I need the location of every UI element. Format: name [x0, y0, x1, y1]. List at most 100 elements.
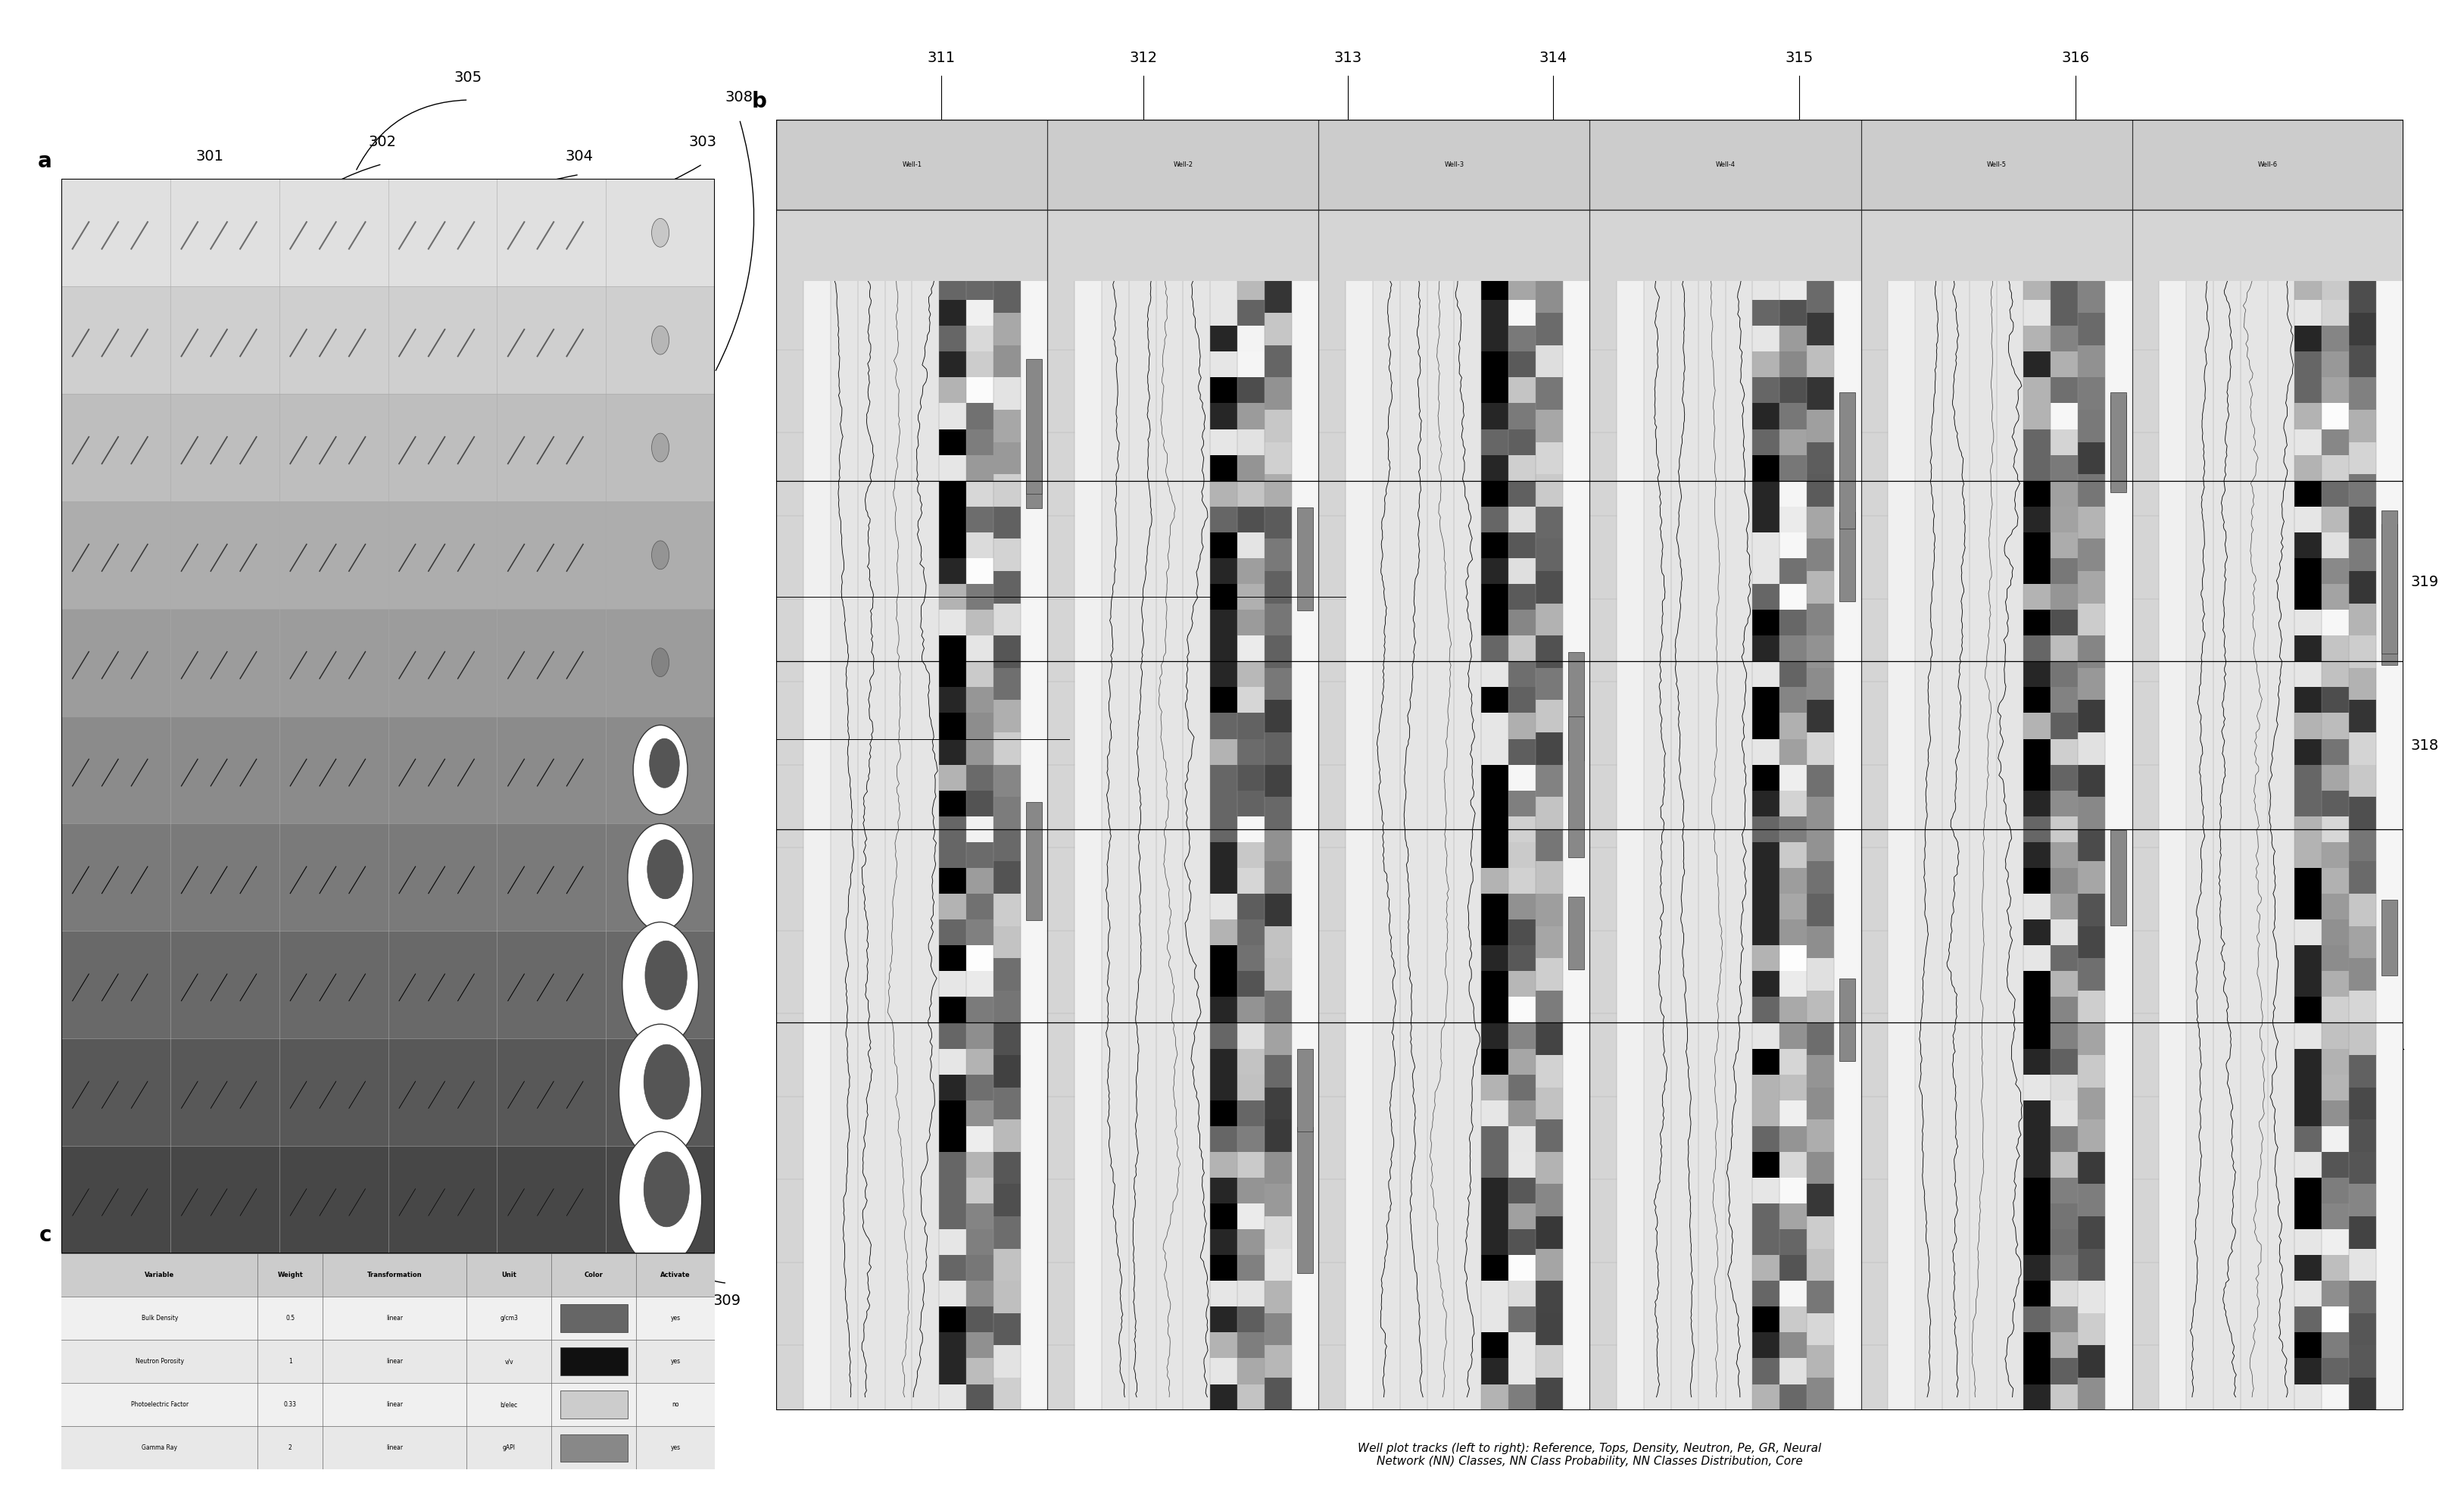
- Text: linear: linear: [387, 1358, 404, 1365]
- Bar: [1806, 927, 1833, 958]
- Bar: [1047, 119, 1318, 210]
- Bar: [1535, 991, 1562, 1022]
- Bar: [1779, 894, 1806, 919]
- Bar: [2077, 1185, 2104, 1216]
- Bar: [2050, 1049, 2077, 1074]
- Bar: [1210, 997, 1237, 1024]
- Bar: [1318, 119, 1589, 1410]
- Bar: [1779, 868, 1806, 894]
- Bar: [1589, 119, 1616, 1410]
- Bar: [966, 636, 993, 661]
- Bar: [1806, 1152, 1833, 1185]
- Bar: [62, 1038, 715, 1146]
- Bar: [1508, 583, 1535, 610]
- Bar: [2321, 1204, 2348, 1229]
- Bar: [2294, 1152, 2321, 1177]
- Bar: [2077, 313, 2104, 345]
- Bar: [939, 222, 966, 248]
- Bar: [1481, 352, 1508, 377]
- Bar: [2077, 700, 2104, 733]
- Bar: [2348, 1377, 2375, 1410]
- Bar: [1508, 919, 1535, 946]
- Bar: [2348, 280, 2375, 313]
- Bar: [1779, 1204, 1806, 1229]
- Bar: [1481, 300, 1508, 325]
- Bar: [2050, 197, 2077, 222]
- Bar: [2294, 1204, 2321, 1229]
- Bar: [993, 216, 1020, 248]
- Bar: [966, 1307, 993, 1332]
- Bar: [2023, 1204, 2050, 1229]
- Circle shape: [650, 433, 668, 463]
- Bar: [1237, 1074, 1264, 1100]
- Bar: [1508, 946, 1535, 971]
- Bar: [939, 1307, 966, 1332]
- Bar: [1481, 997, 1508, 1024]
- Bar: [2294, 894, 2321, 919]
- Bar: [2348, 313, 2375, 345]
- Bar: [1860, 210, 2131, 280]
- Bar: [2321, 1152, 2348, 1177]
- Bar: [1264, 507, 1291, 539]
- Bar: [1047, 119, 1074, 1410]
- Bar: [62, 1383, 715, 1426]
- Bar: [1508, 1049, 1535, 1074]
- Bar: [1264, 216, 1291, 248]
- Bar: [1535, 152, 1562, 184]
- Bar: [966, 610, 993, 636]
- Bar: [2348, 410, 2375, 442]
- Bar: [2050, 791, 2077, 816]
- Bar: [2348, 1216, 2375, 1249]
- Bar: [2050, 997, 2077, 1024]
- Circle shape: [648, 840, 683, 898]
- Bar: [993, 571, 1020, 603]
- Bar: [1210, 583, 1237, 610]
- Bar: [2240, 119, 2267, 1410]
- Bar: [1752, 636, 1779, 661]
- Bar: [1806, 1377, 1833, 1410]
- Bar: [939, 119, 966, 145]
- Bar: [2294, 300, 2321, 325]
- Circle shape: [628, 824, 692, 931]
- Bar: [1508, 636, 1535, 661]
- Bar: [2321, 1074, 2348, 1100]
- Bar: [1210, 1204, 1237, 1229]
- Bar: [1779, 610, 1806, 636]
- Text: 0.5: 0.5: [286, 1314, 296, 1322]
- Bar: [993, 345, 1020, 377]
- Bar: [939, 430, 966, 455]
- Bar: [966, 997, 993, 1024]
- Bar: [1210, 1358, 1237, 1385]
- Text: Weight: Weight: [278, 1271, 303, 1279]
- Bar: [2023, 248, 2050, 275]
- Bar: [1806, 442, 1833, 474]
- Bar: [1264, 539, 1291, 571]
- Bar: [1779, 1255, 1806, 1280]
- Bar: [966, 275, 993, 300]
- Bar: [1752, 1204, 1779, 1229]
- Bar: [2023, 1126, 2050, 1152]
- Bar: [1481, 1229, 1508, 1255]
- Bar: [966, 946, 993, 971]
- Text: 306: 306: [367, 1294, 397, 1308]
- Bar: [2321, 1358, 2348, 1385]
- Bar: [1806, 539, 1833, 571]
- Bar: [1752, 841, 1779, 868]
- Text: Variable: Variable: [145, 1271, 175, 1279]
- Bar: [966, 300, 993, 325]
- Bar: [1237, 997, 1264, 1024]
- Bar: [1481, 1385, 1508, 1410]
- Bar: [2348, 377, 2375, 410]
- Bar: [1264, 636, 1291, 668]
- Bar: [1806, 410, 1833, 442]
- Bar: [966, 455, 993, 480]
- Bar: [993, 1280, 1020, 1313]
- Bar: [1535, 1119, 1562, 1152]
- Text: v/v: v/v: [505, 1358, 513, 1365]
- Bar: [2186, 119, 2213, 1410]
- Bar: [2050, 145, 2077, 172]
- Bar: [966, 1204, 993, 1229]
- Bar: [2050, 1332, 2077, 1358]
- Bar: [1779, 1385, 1806, 1410]
- Bar: [1589, 210, 1860, 280]
